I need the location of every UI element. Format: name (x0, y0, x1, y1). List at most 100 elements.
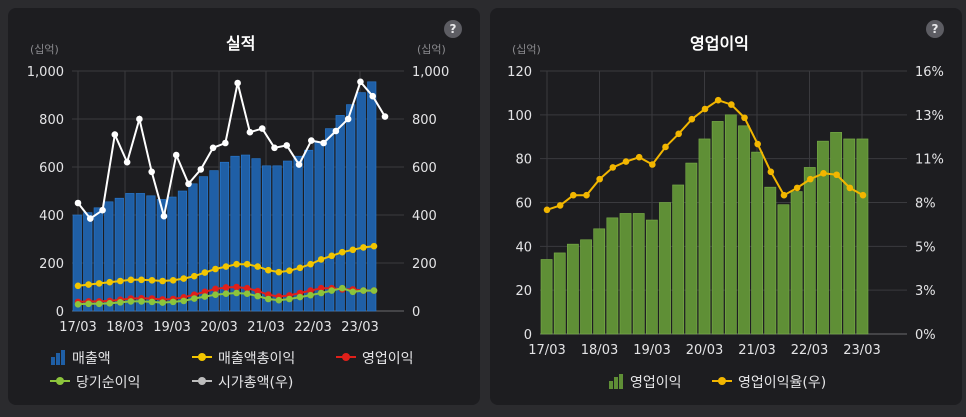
bar (356, 92, 366, 312)
data-point (360, 287, 367, 294)
y2-tick-label: 11% (915, 153, 944, 168)
data-point (283, 142, 291, 149)
bar (93, 207, 103, 312)
bar (83, 212, 93, 312)
data-point (123, 158, 131, 166)
bar (843, 138, 856, 335)
y2-tick-label: 16% (915, 65, 944, 80)
data-point (338, 248, 346, 256)
legend-item-sales[interactable]: 매출액 (50, 348, 111, 369)
help-icon[interactable]: ? (444, 20, 462, 38)
data-point (807, 175, 814, 183)
right-axis-unit: (십억) (417, 43, 446, 56)
data-point (201, 269, 209, 276)
bar (177, 190, 187, 312)
data-point (338, 284, 346, 292)
legend-item-net-income[interactable]: 당기순이익 (50, 372, 140, 392)
data-point (222, 263, 230, 270)
legend-item-market-cap[interactable]: 시가총액(우) (192, 372, 293, 392)
data-point (332, 127, 340, 135)
data-point (169, 276, 177, 284)
line-series-icon (192, 351, 212, 367)
bar (724, 114, 737, 335)
data-point (369, 92, 377, 100)
bar (567, 243, 579, 335)
bar (790, 191, 803, 335)
data-point (296, 293, 304, 301)
bar (304, 149, 314, 312)
x-tick-label: 23/03 (341, 320, 378, 335)
legend-label: 당기순이익 (76, 375, 141, 391)
data-point (254, 263, 262, 270)
bar (751, 151, 764, 335)
bar (209, 170, 219, 312)
bar (251, 158, 261, 312)
y2-tick-label: 800 (412, 113, 437, 128)
bar (803, 167, 816, 335)
y-tick-label: 120 (507, 65, 532, 80)
bar (764, 186, 777, 335)
data-point (271, 144, 278, 152)
data-point (583, 191, 590, 199)
data-point (662, 143, 669, 151)
data-point (275, 268, 283, 276)
data-point (780, 191, 788, 199)
y2-tick-label: 8% (915, 197, 936, 212)
x-tick-label: 21/03 (247, 320, 284, 335)
data-point (820, 169, 827, 177)
data-point (286, 267, 293, 274)
data-point (635, 153, 643, 161)
data-point (556, 202, 564, 209)
x-tick-label: 17/03 (528, 343, 565, 358)
legend-item-operating-margin[interactable]: 영업이익율(우) (712, 372, 826, 392)
x-tick-label: 17/03 (59, 320, 96, 335)
y2-tick-label: 0% (915, 328, 936, 343)
y-tick-label: 600 (39, 161, 64, 176)
left-axis-unit: (십억) (30, 43, 59, 56)
data-point (317, 284, 325, 292)
left-axis-unit: (십억) (512, 43, 541, 56)
data-point (233, 289, 240, 297)
data-point (320, 139, 327, 147)
data-point (328, 252, 336, 260)
y2-tick-label: 5% (915, 240, 936, 255)
data-point (649, 161, 656, 168)
y-tick-label: 0 (56, 305, 64, 320)
x-tick-label: 20/03 (200, 320, 237, 335)
legend-item-gross-profit[interactable]: 매출액총이익 (192, 348, 295, 368)
y2-tick-label: 3% (915, 284, 936, 299)
data-point (74, 300, 82, 308)
data-point (243, 290, 251, 298)
bar (346, 104, 356, 312)
data-point (254, 292, 262, 300)
data-point (201, 293, 209, 300)
legend-item-operating-profit[interactable]: 영업이익 (336, 348, 414, 368)
y2-tick-label: 13% (915, 109, 944, 124)
help-icon[interactable]: ? (926, 20, 944, 38)
y2-tick-label: 400 (412, 209, 437, 224)
y-tick-label: 400 (39, 209, 64, 224)
data-point (349, 246, 357, 254)
bar (283, 160, 293, 312)
data-point (159, 277, 166, 285)
bar (114, 197, 124, 312)
legend-item-operating-profit[interactable]: 영업이익 (608, 372, 682, 393)
data-point (370, 287, 378, 294)
data-point (209, 144, 217, 152)
y-tick-label: 0 (524, 328, 532, 343)
bar (135, 193, 145, 312)
data-point (212, 291, 219, 298)
data-point (201, 288, 209, 296)
data-point (212, 285, 219, 293)
data-point (243, 284, 251, 292)
bar (146, 195, 156, 312)
data-point (714, 96, 722, 104)
data-point (136, 115, 143, 123)
bar (659, 202, 671, 335)
bar (367, 81, 377, 312)
bar (72, 214, 82, 312)
y2-tick-label: 1,000 (412, 65, 449, 80)
bar (580, 239, 592, 335)
bar (335, 115, 345, 312)
data-point (357, 78, 364, 86)
